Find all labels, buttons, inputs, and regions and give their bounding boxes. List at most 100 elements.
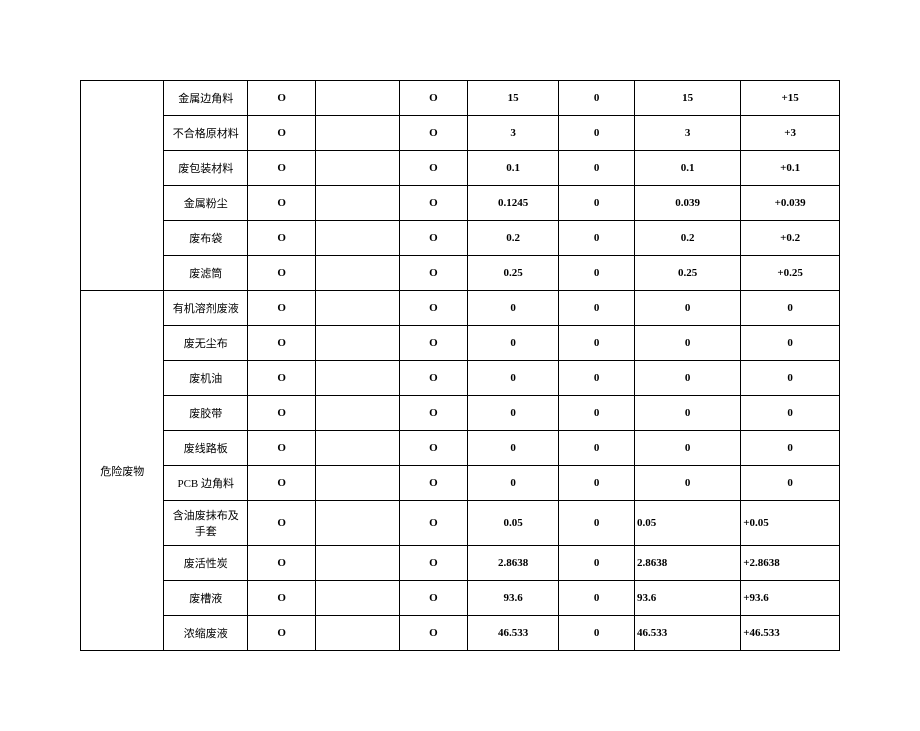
table-cell: 0.1245 xyxy=(468,186,559,221)
table-cell: O xyxy=(247,396,315,431)
table-cell: 0 xyxy=(559,501,635,546)
table-row: PCB 边角料OO0000 xyxy=(81,466,840,501)
table-cell: O xyxy=(399,361,467,396)
table-cell: O xyxy=(399,81,467,116)
table-cell: 0 xyxy=(559,326,635,361)
table-row: 废无尘布OO0000 xyxy=(81,326,840,361)
table-cell: +0.25 xyxy=(741,256,840,291)
table-cell xyxy=(316,501,399,546)
table-cell xyxy=(316,431,399,466)
table-cell: 0 xyxy=(559,466,635,501)
table-cell: 0 xyxy=(559,616,635,651)
table-cell: 0 xyxy=(741,291,840,326)
table-cell: 15 xyxy=(635,81,741,116)
table-cell: +3 xyxy=(741,116,840,151)
table-cell: 废包装材料 xyxy=(164,151,247,186)
table-cell xyxy=(316,616,399,651)
table-cell xyxy=(316,81,399,116)
table-cell: O xyxy=(247,361,315,396)
table-row: 金属边角料OO15015+15 xyxy=(81,81,840,116)
table-cell: 2.8638 xyxy=(468,546,559,581)
table-cell: 0.039 xyxy=(635,186,741,221)
table-cell: 0 xyxy=(468,361,559,396)
table-cell: O xyxy=(247,581,315,616)
table-cell: 0 xyxy=(468,466,559,501)
table-cell: 0 xyxy=(559,151,635,186)
table-cell: 0 xyxy=(635,291,741,326)
table-cell: 废滤筒 xyxy=(164,256,247,291)
table-cell: 3 xyxy=(468,116,559,151)
table-cell: 有机溶剂废液 xyxy=(164,291,247,326)
table-cell: +15 xyxy=(741,81,840,116)
table-cell: 金属边角料 xyxy=(164,81,247,116)
table-cell: 46.533 xyxy=(468,616,559,651)
table-cell: 93.6 xyxy=(635,581,741,616)
table-cell: O xyxy=(247,466,315,501)
table-cell: 0 xyxy=(559,431,635,466)
table-cell: +0.2 xyxy=(741,221,840,256)
table-cell xyxy=(316,186,399,221)
table-cell: 0.05 xyxy=(468,501,559,546)
table-cell: O xyxy=(247,256,315,291)
table-cell: 不合格原材料 xyxy=(164,116,247,151)
table-cell: O xyxy=(247,81,315,116)
table-cell xyxy=(316,256,399,291)
table-cell: 废无尘布 xyxy=(164,326,247,361)
table-cell: 0 xyxy=(468,396,559,431)
table-cell: 2.8638 xyxy=(635,546,741,581)
table-cell: 0 xyxy=(635,396,741,431)
table-cell xyxy=(316,546,399,581)
table-cell: 0 xyxy=(559,581,635,616)
table-cell: 0.1 xyxy=(468,151,559,186)
table-cell: O xyxy=(247,221,315,256)
table-cell: 0 xyxy=(741,466,840,501)
table-cell: 废机油 xyxy=(164,361,247,396)
table-cell: 浓缩废液 xyxy=(164,616,247,651)
table-cell: O xyxy=(399,116,467,151)
table-cell: 0 xyxy=(559,256,635,291)
table-row: 危险废物有机溶剂废液OO0000 xyxy=(81,291,840,326)
table-cell xyxy=(316,361,399,396)
table-row: 废活性炭OO2.863802.8638+2.8638 xyxy=(81,546,840,581)
table-cell: +46.533 xyxy=(741,616,840,651)
table-cell: 0 xyxy=(468,326,559,361)
table-cell: O xyxy=(399,186,467,221)
table-cell: 废槽液 xyxy=(164,581,247,616)
table-cell: 0 xyxy=(741,361,840,396)
table-cell: 废胶带 xyxy=(164,396,247,431)
table-cell xyxy=(316,396,399,431)
table-cell: 0 xyxy=(635,326,741,361)
table-cell: O xyxy=(247,431,315,466)
table-row: 废槽液OO93.6093.6+93.6 xyxy=(81,581,840,616)
table-cell: 93.6 xyxy=(468,581,559,616)
table-cell: O xyxy=(399,431,467,466)
table-cell: 0 xyxy=(559,81,635,116)
table-cell: 0 xyxy=(559,361,635,396)
table-cell: 15 xyxy=(468,81,559,116)
table-cell: O xyxy=(399,466,467,501)
table-cell: O xyxy=(247,326,315,361)
table-cell: 0.25 xyxy=(468,256,559,291)
table-cell: +0.1 xyxy=(741,151,840,186)
table-cell: +0.05 xyxy=(741,501,840,546)
table-cell xyxy=(316,326,399,361)
table-cell: 0.05 xyxy=(635,501,741,546)
table-cell: 废布袋 xyxy=(164,221,247,256)
table-cell: O xyxy=(399,501,467,546)
table-cell: O xyxy=(399,616,467,651)
table-cell: 废线路板 xyxy=(164,431,247,466)
table-cell: 0 xyxy=(559,221,635,256)
table-cell: O xyxy=(247,501,315,546)
table-cell xyxy=(316,116,399,151)
table-cell: 0 xyxy=(741,326,840,361)
table-cell xyxy=(316,151,399,186)
table-cell: 0 xyxy=(741,396,840,431)
table-cell: 0 xyxy=(559,396,635,431)
table-row: 废胶带OO0000 xyxy=(81,396,840,431)
table-cell: 0 xyxy=(635,466,741,501)
table-cell xyxy=(316,291,399,326)
table-cell: 0 xyxy=(559,116,635,151)
table-cell: 0 xyxy=(559,291,635,326)
table-cell: O xyxy=(399,396,467,431)
table-cell: +93.6 xyxy=(741,581,840,616)
